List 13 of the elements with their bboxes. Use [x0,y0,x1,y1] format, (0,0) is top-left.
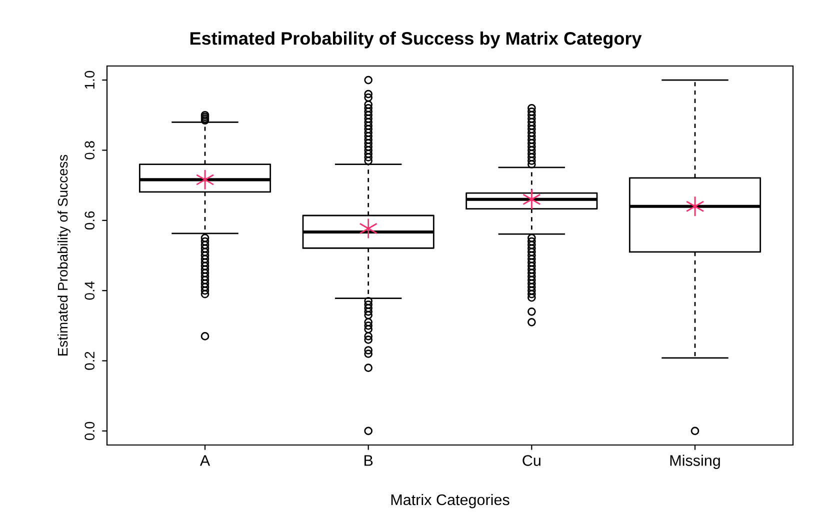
y-tick-label: 0.6 [84,211,95,230]
x-tick-label: Missing [670,454,720,469]
y-axis-title: Estimated Probability of Success [57,154,70,356]
y-tick-label: 0.2 [84,352,95,370]
x-tick-label: B [364,455,373,466]
y-tick-label: 0.0 [84,422,95,440]
chart-title: Estimated Probability of Success by Matrix Category [190,32,642,48]
x-tick-label: Cu [522,455,540,466]
x-tick-label: A [200,455,210,466]
y-tick-label: 0.8 [84,141,95,160]
y-tick-label: 0.4 [84,281,95,300]
x-axis-title: Matrix Categories [391,494,510,508]
y-tick-label: 1.0 [84,70,95,89]
